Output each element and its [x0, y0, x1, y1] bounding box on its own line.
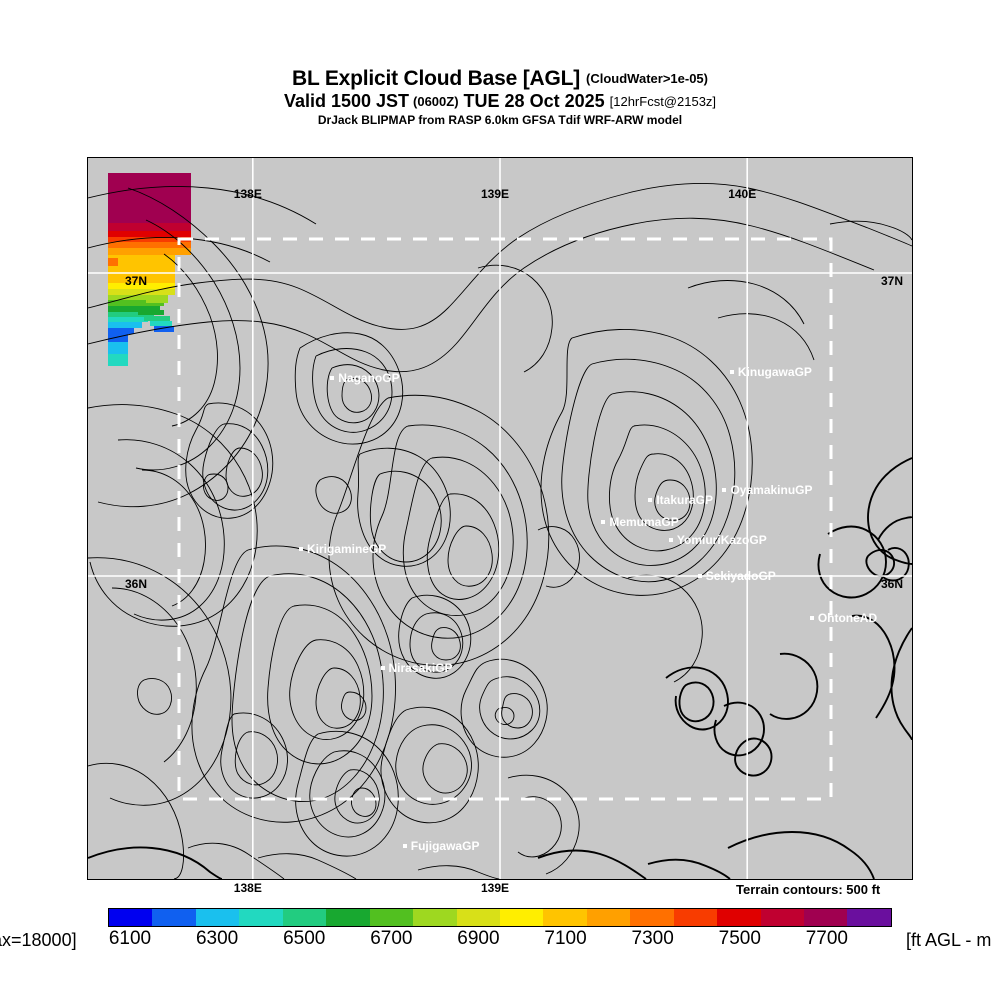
valid-date: TUE 28 Oct 2025 [463, 91, 605, 111]
model-domain-box [177, 237, 833, 801]
title-line-1: BL Explicit Cloud Base [AGL] (CloudWater… [0, 68, 1000, 89]
colorbar-segment [804, 909, 848, 926]
colorbar-segment [195, 909, 240, 926]
station-marker[interactable]: NaganoGP [330, 370, 400, 385]
colorbar-segment [109, 909, 153, 926]
colorbar-segment [456, 909, 500, 926]
station-dot-icon [697, 574, 702, 579]
station-label: OyamakinuGP [730, 482, 813, 497]
station-dot-icon [330, 375, 335, 380]
station-dot-icon [298, 546, 303, 551]
station-dot-icon [809, 615, 814, 620]
lon-label-top: 139E [481, 187, 510, 201]
title-block: BL Explicit Cloud Base [AGL] (CloudWater… [0, 68, 1000, 127]
colorbar-segment [717, 909, 761, 926]
station-dot-icon [729, 370, 734, 375]
valid-time-utc: (0600Z) [413, 94, 459, 109]
colorbar-segment [369, 909, 414, 926]
forecast-hour: [12hrFcst@2153z] [609, 94, 717, 109]
station-marker[interactable]: KinugawaGP [729, 365, 812, 380]
terrain-contours [88, 182, 912, 879]
station-label: KirigamineGP [306, 541, 387, 556]
station-label: MemumaGP [609, 515, 679, 530]
colorbar-segment [239, 909, 283, 926]
station-marker[interactable]: KirigamineGP [298, 541, 387, 556]
station-marker[interactable]: ItakuraGP [648, 493, 713, 507]
colorbar-segment [499, 909, 544, 926]
colorbar-tick-label: 6300 [195, 928, 239, 949]
colorbar-tick-layer: 6100 6300 6500 6700 6900 7100 7300 7500 7700 [0, 928, 1000, 958]
lon-label-top: 140E [728, 187, 757, 201]
station-marker[interactable]: YomiuriKazoGP [668, 533, 767, 548]
lat-label-left: 37N [125, 274, 148, 289]
station-label: NaganoGP [338, 370, 400, 385]
valid-time: Valid 1500 JST [283, 91, 410, 111]
coastline [88, 457, 912, 879]
colorbar-tick-label: 7700 [805, 928, 849, 949]
colorbar-segment [543, 909, 587, 926]
colorbar-tick-label: 6500 [283, 928, 326, 949]
graticule [88, 158, 912, 879]
station-marker[interactable]: MemumaGP [601, 515, 679, 530]
colorbar-segment [152, 909, 196, 926]
station-marker[interactable]: SekiyadoGP [697, 569, 776, 584]
page-title: BL Explicit Cloud Base [AGL] [291, 67, 581, 90]
colorbar-segment [413, 909, 457, 926]
colorbar-segment [673, 909, 718, 926]
station-marker[interactable]: OyamakinuGP [722, 482, 813, 497]
lon-label-bottom: 139E [481, 881, 510, 895]
colorbar-tick-label: 7300 [631, 928, 674, 949]
station-label: KinugawaGP [737, 365, 812, 380]
station-dot-icon [668, 538, 673, 543]
lon-label-bottom: 138E [233, 881, 262, 895]
colorbar-segment [760, 909, 804, 926]
station-marker[interactable]: NirasakiGP [380, 661, 453, 676]
map-canvas [88, 158, 912, 879]
colorbar-tick-label: 6100 [108, 928, 152, 949]
colorbar-tick-label: 6900 [457, 928, 500, 949]
colorbar-right-label: [ft AGL - m [906, 930, 992, 950]
colorbar-segment [586, 909, 631, 926]
colorbar-segment [847, 909, 891, 926]
weather-map[interactable]: NaganoGP KinugawaGP OyamakinuGP ItakuraGP Me… [87, 157, 913, 880]
cloudbase-data-patch [108, 173, 191, 366]
station-dot-icon [648, 498, 653, 503]
model-source: DrJack BLIPMAP from RASP 6.0km GFSA Tdif… [317, 113, 683, 127]
station-label: ItakuraGP [656, 493, 714, 508]
lat-label-right: 36N [881, 577, 904, 592]
colorbar-tick-label: 6700 [370, 928, 413, 949]
colorbar-tick-label: 7500 [718, 928, 761, 949]
station-label: FujigawaGP [410, 838, 480, 853]
terrain-contour-note: Terrain contours: 500 ft [736, 882, 881, 897]
title-qualifier: (CloudWater>1e-05) [586, 71, 708, 86]
station-dot-icon [601, 520, 606, 525]
colorbar-segment [630, 909, 674, 926]
station-label: SekiyadoGP [705, 569, 776, 584]
station-label: NirasakiGP [388, 661, 453, 676]
colorbar-segment [326, 909, 370, 926]
lon-label-top: 138E [233, 187, 262, 201]
lat-label-right: 37N [881, 274, 904, 289]
colorbar[interactable] [108, 908, 892, 927]
station-dot-icon [722, 487, 727, 492]
station-dot-icon [402, 843, 407, 848]
lat-label-left: 36N [125, 577, 148, 592]
station-label: YomiuriKazoGP [676, 533, 767, 548]
colorbar-tick-label: 7100 [544, 928, 587, 949]
title-line-2: Valid 1500 JST (0600Z) TUE 28 Oct 2025 [… [0, 92, 1000, 110]
colorbar-segment [282, 909, 327, 926]
colorbar-left-label: ax=18000] [0, 930, 77, 950]
station-label: OhtoneAD [817, 610, 878, 625]
station-dot-icon [380, 666, 385, 671]
station-marker[interactable]: OhtoneAD [809, 610, 878, 625]
station-marker[interactable]: FujigawaGP [402, 838, 480, 853]
